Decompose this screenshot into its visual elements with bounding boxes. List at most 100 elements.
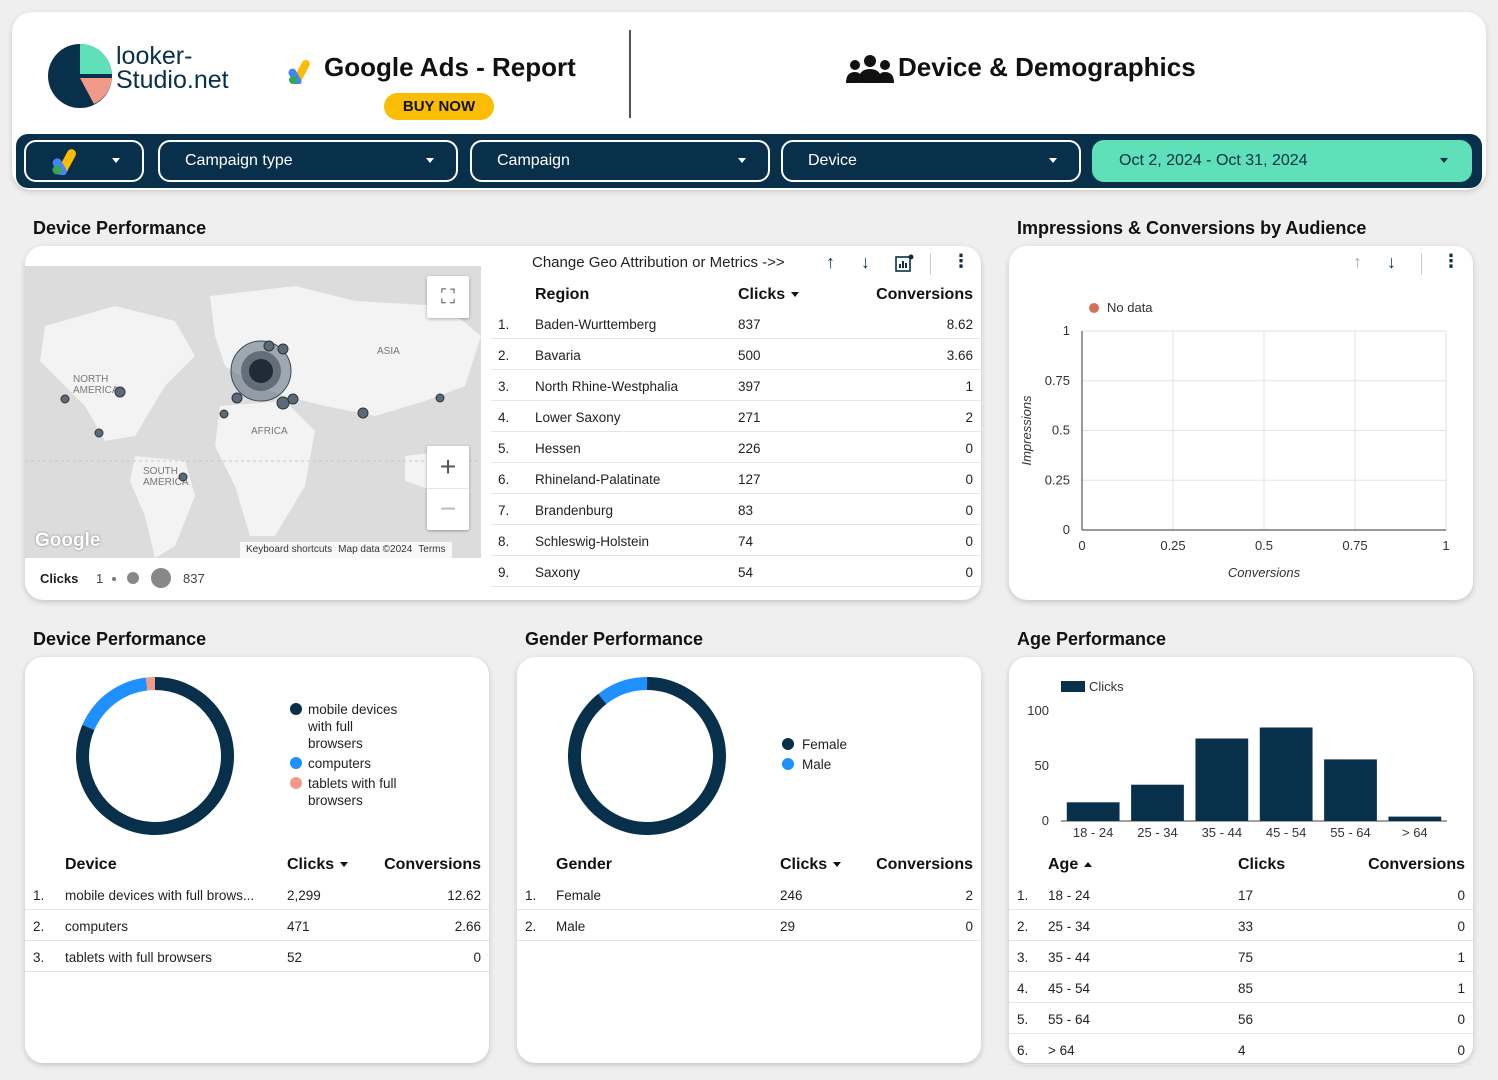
- geo-col-conversions[interactable]: Conversions: [876, 286, 973, 303]
- terms-link[interactable]: Terms: [418, 544, 446, 555]
- device-legend-label: tablets with full: [308, 776, 397, 791]
- more-vert-icon[interactable]: ⋮: [1442, 251, 1460, 271]
- row-conversions: 3.66: [946, 348, 973, 363]
- y-tick-label: 50: [1035, 758, 1049, 773]
- table-row[interactable]: 5. Hessen 226 0: [491, 432, 981, 463]
- table-row[interactable]: 1. mobile devices with full brows... 2,299…: [25, 879, 489, 910]
- y-tick-label: 0.75: [1045, 373, 1070, 388]
- geo-section-title: Device Performance: [33, 218, 207, 238]
- table-row[interactable]: 6. Rhineland-Palatinate 127 0: [491, 463, 981, 494]
- table-row[interactable]: 2. 25 - 34 33 0: [1009, 910, 1473, 941]
- geo-map[interactable]: NORTH AMERICA SOUTH AMERICA ASIA AFRICA …: [25, 266, 481, 558]
- sort-up-icon[interactable]: ↑: [826, 252, 835, 272]
- device-legend-item: mobile devices with full browsers: [290, 701, 397, 752]
- table-row[interactable]: 2. computers 471 2.66: [25, 910, 489, 941]
- account-filter[interactable]: [24, 140, 144, 182]
- chart-settings-icon[interactable]: [895, 254, 915, 272]
- zoom-in-icon[interactable]: +: [439, 451, 457, 482]
- device-col-conversions[interactable]: Conversions: [384, 856, 481, 873]
- geo-control-label[interactable]: Change Geo Attribution or Metrics ->>: [532, 254, 785, 271]
- table-row[interactable]: 4. Lower Saxony 271 2: [491, 401, 981, 432]
- row-conversions: 0: [965, 919, 973, 934]
- age-col-conversions[interactable]: Conversions: [1368, 856, 1465, 873]
- age-bar[interactable]: [1388, 816, 1442, 821]
- gender-col-name[interactable]: Gender: [556, 856, 613, 873]
- gender-donut-chart: [568, 677, 726, 835]
- report-title: Google Ads - Report: [324, 52, 576, 82]
- table-row[interactable]: 3. 35 - 44 75 1: [1009, 941, 1473, 972]
- row-name: Schleswig-Holstein: [535, 534, 650, 549]
- table-row[interactable]: 1. 18 - 24 17 0: [1009, 879, 1473, 910]
- table-row[interactable]: 8. Schleswig-Holstein 74 0: [491, 525, 981, 556]
- table-row[interactable]: 7. Brandenburg 83 0: [491, 494, 981, 525]
- table-row[interactable]: 6. > 64 4 0: [1009, 1034, 1473, 1065]
- sort-down-icon[interactable]: ↓: [861, 252, 870, 272]
- sort-desc-icon: [791, 292, 800, 297]
- table-row[interactable]: 3. North Rhine-Westphalia 397 1: [491, 370, 981, 401]
- row-index: 2.: [525, 919, 537, 934]
- device-col-name[interactable]: Device: [65, 856, 117, 873]
- x-tick-label: 35 - 44: [1202, 825, 1242, 840]
- map-label-asia: ASIA: [377, 346, 400, 357]
- age-bar[interactable]: [1131, 784, 1184, 821]
- row-index: 5.: [498, 441, 510, 456]
- age-bar[interactable]: [1259, 727, 1313, 822]
- scatter-legend-label: No data: [1107, 300, 1153, 315]
- table-row[interactable]: 2. Bavaria 500 3.66: [491, 339, 981, 370]
- campaign-type-filter[interactable]: Campaign type: [158, 140, 458, 182]
- row-clicks: 226: [738, 441, 761, 456]
- sort-down-icon[interactable]: ↓: [1387, 252, 1396, 272]
- sort-up-icon[interactable]: ↑: [1353, 252, 1362, 272]
- geo-col-region[interactable]: Region: [535, 286, 590, 303]
- age-col-name[interactable]: Age: [1048, 856, 1093, 874]
- device-filter[interactable]: Device: [781, 140, 1081, 182]
- scatter-card: ↑ ↓ ⋮ No data 1 0 0.75 0.25 0.5 0.5 0.25 0.75 0 1…: [1009, 246, 1473, 600]
- legend-dot: [782, 738, 794, 750]
- google-logo: Google: [35, 530, 101, 551]
- x-tick-label: 0: [1078, 538, 1085, 553]
- gender-legend-label: Female: [802, 737, 848, 752]
- table-row[interactable]: 5. 55 - 64 56 0: [1009, 1003, 1473, 1034]
- device-slice[interactable]: [145, 677, 155, 691]
- row-conversions: 2.66: [454, 919, 481, 934]
- device-col-clicks[interactable]: Clicks: [287, 856, 349, 874]
- gender-col-conversions[interactable]: Conversions: [876, 856, 973, 873]
- table-row[interactable]: 2. Male 29 0: [517, 910, 981, 941]
- gender-col-clicks[interactable]: Clicks: [780, 856, 842, 874]
- age-bar[interactable]: [1324, 759, 1377, 821]
- gender-slice[interactable]: [568, 677, 726, 835]
- google-ads-icon: [52, 149, 76, 175]
- more-vert-icon[interactable]: ⋮: [952, 251, 970, 271]
- row-index: 2.: [1017, 919, 1029, 934]
- geo-col-clicks[interactable]: Clicks: [738, 286, 800, 304]
- looker-studio-logo-icon: [48, 43, 112, 108]
- legend-dot: [782, 758, 794, 770]
- row-conversions: 0: [965, 565, 973, 580]
- table-row[interactable]: 4. 45 - 54 85 1: [1009, 972, 1473, 1003]
- table-row[interactable]: 1. Female 246 2: [517, 879, 981, 910]
- legend-dot: [290, 757, 302, 769]
- fullscreen-icon[interactable]: ⛶: [427, 276, 469, 318]
- age-bar[interactable]: [1195, 738, 1249, 822]
- row-name: Lower Saxony: [535, 410, 621, 425]
- row-conversions: 1: [1457, 981, 1465, 996]
- table-row[interactable]: 1. Baden-Wurttemberg 837 8.62: [491, 308, 981, 339]
- age-col-clicks[interactable]: Clicks: [1238, 856, 1286, 873]
- row-index: 5.: [1017, 1012, 1029, 1027]
- date-range-filter[interactable]: Oct 2, 2024 - Oct 31, 2024: [1092, 140, 1472, 182]
- table-row[interactable]: 9. Saxony 54 0: [491, 556, 981, 587]
- row-index: 4.: [1017, 981, 1029, 996]
- age-bar-chart: Clicks 0 50 100 18 - 24 25 - 34 35 - 44 45 - 54…: [1027, 679, 1447, 840]
- keyboard-shortcuts-link[interactable]: Keyboard shortcuts: [246, 544, 333, 555]
- y-tick-label: 0: [1042, 813, 1049, 828]
- map-footer: Keyboard shortcuts Map data ©2024 Terms: [240, 542, 452, 558]
- age-bar[interactable]: [1066, 802, 1120, 821]
- gender-card: Female Male Gender Clicks Conversions 1.…: [517, 657, 981, 1063]
- zoom-out-icon[interactable]: −: [427, 488, 469, 530]
- campaign-filter[interactable]: Campaign: [470, 140, 770, 182]
- table-row[interactable]: 3. tablets with full browsers 52 0: [25, 941, 489, 972]
- gender-slice[interactable]: [598, 677, 647, 704]
- buy-now-button[interactable]: BUY NOW: [384, 93, 494, 120]
- row-clicks: 17: [1238, 888, 1254, 903]
- device-slice[interactable]: [82, 677, 148, 730]
